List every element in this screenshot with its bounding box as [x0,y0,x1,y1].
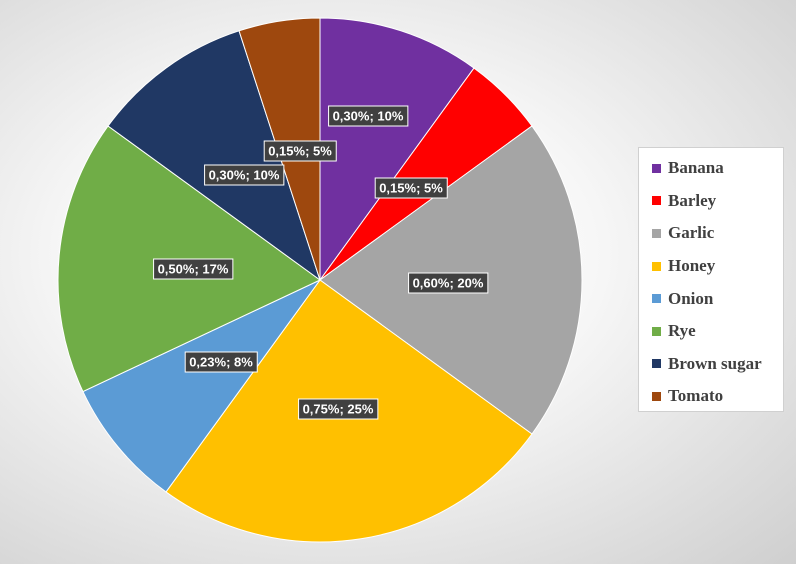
data-label-text: 0,15%; 5% [379,181,443,196]
legend-swatch [652,326,661,336]
legend-item-barley: Barley [639,185,783,218]
data-label-text: 0,23%; 8% [189,355,253,370]
data-label-banana: 0,30%; 10% [328,105,409,127]
legend-label: Brown sugar [668,353,762,373]
legend-label: Barley [668,190,717,210]
legend-label: Garlic [668,223,715,243]
legend-swatch [652,228,661,238]
legend: Banana Barley Garlic Honey Onion Rye Brown sug… [638,147,784,412]
data-label-text: 0,60%; 20% [413,276,484,291]
legend-item-tomato: Tomato [639,380,783,413]
legend-label: Banana [668,158,724,178]
legend-swatch [652,391,661,401]
legend-label: Honey [668,256,716,276]
legend-label: Onion [668,288,714,308]
data-label-text: 0,30%; 10% [333,109,404,124]
pie-slice-onion [82,279,321,493]
legend-label: Rye [668,321,696,341]
legend-item-brown-sugar: Brown sugar [639,348,783,381]
data-label-rye: 0,50%; 17% [153,258,234,280]
data-label-garlic: 0,60%; 20% [408,272,489,294]
data-label-brown-sugar: 0,30%; 10% [204,164,285,186]
legend-item-honey: Honey [639,250,783,283]
legend-item-garlic: Garlic [639,217,783,250]
legend-item-rye: Rye [639,315,783,348]
legend-item-banana: Banana [639,152,783,185]
legend-swatch [652,196,661,206]
pie-slices [57,17,583,543]
legend-swatch [652,261,661,271]
legend-swatch [652,294,661,304]
legend-swatch [652,163,661,173]
data-label-text: 0,75%; 25% [303,402,374,417]
legend-swatch [652,359,661,369]
data-label-onion: 0,23%; 8% [184,351,258,373]
pie-slice-banana [319,17,475,282]
data-label-barley: 0,15%; 5% [374,177,448,199]
data-label-text: 0,50%; 17% [158,262,229,277]
data-label-text: 0,15%; 5% [268,144,332,159]
legend-label: Tomato [668,386,724,406]
data-label-honey: 0,75%; 25% [298,398,379,420]
pie-slice-brown-sugar [107,30,321,282]
data-label-tomato: 0,15%; 5% [263,140,337,162]
legend-item-onion: Onion [639,282,783,315]
data-label-text: 0,30%; 10% [209,168,280,183]
